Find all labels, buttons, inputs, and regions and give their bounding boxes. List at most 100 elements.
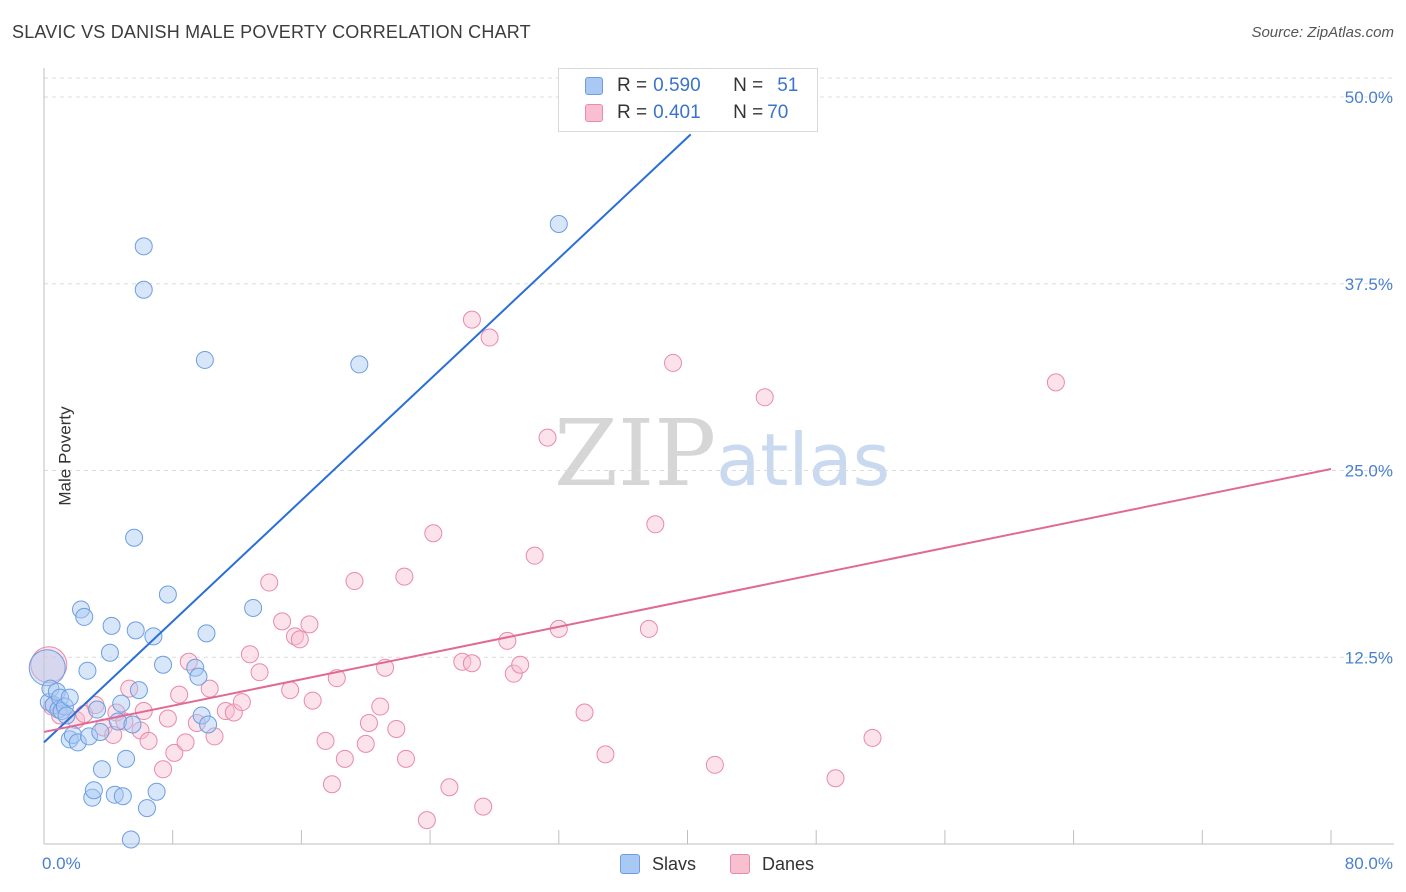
bottom-legend-label-danes: Danes bbox=[762, 853, 815, 874]
slavs-point bbox=[244, 598, 263, 617]
danes-point bbox=[285, 627, 304, 646]
danes-point bbox=[359, 713, 378, 732]
tick-labels: 12.5% 25.0% 37.5% 50.0% 0.0% 80.0% bbox=[42, 88, 1393, 873]
danes-point bbox=[170, 685, 189, 704]
danes-point bbox=[474, 797, 493, 816]
danes-point bbox=[273, 612, 292, 631]
danes-point bbox=[664, 353, 683, 372]
bottom-legend-label-slavs: Slavs bbox=[652, 853, 697, 874]
danes-point bbox=[826, 769, 845, 788]
slavs-points bbox=[28, 214, 568, 849]
danes-point bbox=[453, 652, 472, 671]
slavs-point bbox=[154, 655, 173, 674]
slavs-point bbox=[113, 787, 132, 806]
bottom-legend-danes: Danes bbox=[730, 852, 814, 876]
danes-point bbox=[596, 745, 615, 764]
danes-point bbox=[1046, 373, 1065, 392]
watermark-zip: ZIP bbox=[554, 400, 717, 507]
danes-point bbox=[371, 697, 390, 716]
axes bbox=[43, 68, 1394, 845]
slavs-point bbox=[51, 688, 70, 707]
danes-point bbox=[424, 524, 443, 543]
legend-n-value: 51 bbox=[777, 75, 799, 96]
slavs-point bbox=[28, 649, 66, 687]
slavs-point bbox=[80, 727, 99, 746]
slavs-point bbox=[117, 749, 136, 768]
legend-r-label: R = bbox=[617, 75, 648, 96]
danes-point bbox=[158, 709, 177, 728]
bottom-legend-slavs: Slavs bbox=[620, 852, 696, 876]
danes-point bbox=[417, 811, 436, 830]
legend-n-value: 70 bbox=[767, 102, 789, 123]
danes-point bbox=[154, 760, 173, 779]
slavs-point bbox=[129, 681, 148, 700]
slavs-point bbox=[84, 781, 103, 800]
slavs-point bbox=[91, 722, 110, 741]
slavs-point bbox=[158, 585, 177, 604]
danes-point bbox=[30, 646, 68, 684]
danes-point bbox=[260, 573, 279, 592]
danes-point bbox=[575, 703, 594, 722]
correlation-legend: R = 0.590 N = 51 R = 0.401 N = 70 bbox=[558, 68, 818, 132]
danes-point bbox=[863, 728, 882, 747]
slavs-point bbox=[144, 627, 163, 646]
slavs-point bbox=[78, 661, 97, 680]
watermark: ZIPatlas bbox=[554, 400, 890, 507]
legend-n-label: N = bbox=[733, 75, 764, 96]
legend-n-label: N = bbox=[733, 102, 764, 123]
danes-point bbox=[316, 731, 335, 750]
danes-point bbox=[303, 691, 322, 710]
danes-point bbox=[498, 631, 517, 650]
slavs-point bbox=[92, 760, 111, 779]
danes-point bbox=[205, 727, 224, 746]
slavs-point bbox=[60, 688, 79, 707]
slavs-point bbox=[134, 280, 153, 299]
slavs-point bbox=[192, 706, 211, 725]
slavs-point bbox=[549, 214, 568, 233]
legend-r-value: 0.401 bbox=[653, 102, 701, 123]
slavs-point bbox=[125, 528, 144, 547]
trend-lines bbox=[43, 133, 1332, 744]
legend-r-label: R = bbox=[617, 102, 648, 123]
slavs-point bbox=[350, 355, 369, 374]
slavs-point bbox=[134, 237, 153, 256]
slavs-point bbox=[68, 733, 87, 752]
danes-point bbox=[440, 778, 459, 797]
slavs-point bbox=[88, 700, 107, 719]
slavs-point bbox=[197, 624, 216, 643]
slavs-point bbox=[199, 715, 218, 734]
slavs-point bbox=[112, 694, 131, 713]
slavs-point bbox=[102, 616, 121, 635]
bottom-legend-swatch-danes bbox=[730, 854, 750, 874]
slavs-point bbox=[195, 350, 214, 369]
y-tick-label: 12.5% bbox=[1345, 648, 1393, 667]
source-label: Source: ZipAtlas.com bbox=[1251, 24, 1394, 41]
danes-point bbox=[538, 428, 557, 447]
danes-point bbox=[504, 664, 523, 683]
danes-point bbox=[250, 663, 269, 682]
danes-point bbox=[356, 734, 375, 753]
danes-point bbox=[165, 743, 184, 762]
danes-point bbox=[232, 693, 251, 712]
danes-point bbox=[139, 731, 158, 750]
danes-point bbox=[480, 328, 499, 347]
slavs-point bbox=[121, 830, 140, 849]
danes-point bbox=[511, 655, 530, 674]
slavs-point bbox=[137, 799, 156, 818]
slavs-point bbox=[100, 643, 119, 662]
danes-point bbox=[290, 630, 309, 649]
legend-swatch-slavs bbox=[585, 77, 603, 95]
slavs-point bbox=[55, 697, 74, 716]
danes-point bbox=[646, 515, 665, 534]
watermark-atlas: atlas bbox=[716, 418, 891, 502]
slavs-point bbox=[123, 715, 142, 734]
legend-row-danes: R = 0.401 N = 70 bbox=[585, 100, 788, 126]
danes-point bbox=[345, 572, 364, 591]
legend-r-value: 0.590 bbox=[653, 75, 701, 96]
danes-point bbox=[335, 749, 354, 768]
danes-point bbox=[525, 546, 544, 565]
y-axis-label: Male Poverty bbox=[55, 406, 75, 506]
danes-point bbox=[395, 567, 414, 586]
danes-point bbox=[281, 681, 300, 700]
